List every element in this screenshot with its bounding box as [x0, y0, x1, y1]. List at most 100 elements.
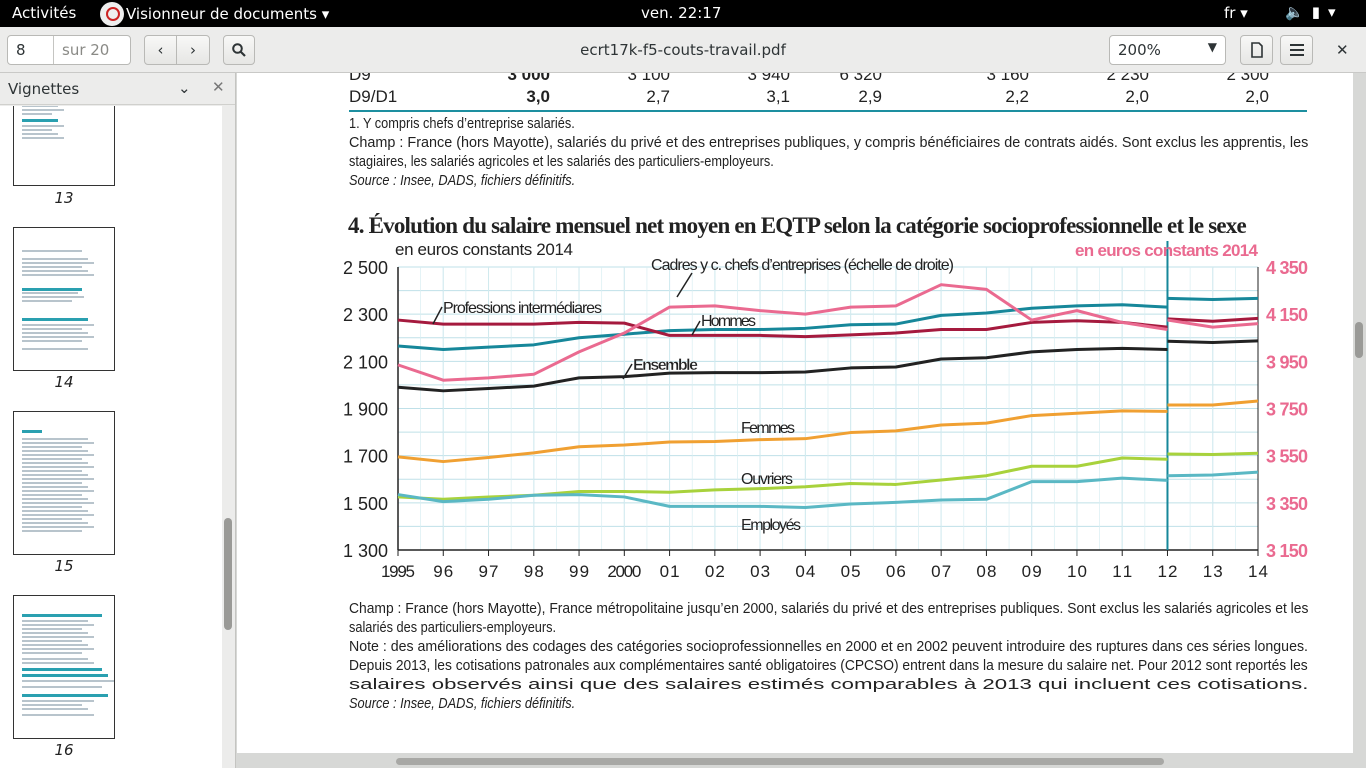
series-line-after-break	[1167, 470, 1259, 478]
label-leader-line	[676, 272, 693, 298]
table-cell: 3 000	[507, 73, 550, 84]
table-cell: 3,0	[526, 87, 550, 106]
thumbnail-text-line	[22, 482, 82, 484]
x-tick-label: 10	[1067, 562, 1087, 581]
series-line	[397, 476, 1168, 510]
table-cell: 3,1	[766, 87, 790, 106]
close-window-button[interactable]: ✕	[1336, 41, 1349, 59]
series-line-after-break	[1167, 316, 1259, 323]
hamburger-icon	[1289, 44, 1304, 56]
x-tick-label: 2000	[607, 562, 641, 581]
label-leader-line	[622, 363, 633, 380]
table-cell: 3 160	[986, 73, 1029, 84]
thumbnail-text-line	[22, 129, 52, 131]
y-tick-label-right: 4 350	[1266, 258, 1308, 278]
thumbnail-accent-line	[22, 318, 88, 321]
series-label: Employés	[741, 517, 801, 534]
thumbnail-text-line	[22, 438, 88, 440]
thumbnail-text-line	[22, 458, 82, 460]
table-cell: D9/D1	[349, 87, 398, 106]
page-selector[interactable]: 8 sur 20	[7, 35, 131, 65]
thumbnail-text-line	[22, 133, 58, 135]
table-cell: 2,9	[858, 87, 882, 106]
vertical-scrollbar[interactable]	[1355, 322, 1363, 358]
menu-button[interactable]	[1280, 35, 1313, 65]
thumbnail-text-line	[22, 109, 64, 111]
y-axis-label-right: en euros constants 2014	[1075, 241, 1259, 260]
thumbnail-text-line	[22, 336, 94, 338]
clock[interactable]: ven. 22:17	[641, 4, 722, 22]
close-icon: ✕	[1336, 41, 1349, 59]
language-selector[interactable]: fr ▾	[1224, 4, 1248, 22]
y-tick-label-left: 1 300	[343, 541, 388, 561]
thumbnail-page-15[interactable]	[13, 411, 115, 555]
note-line: Champ : France (hors Mayotte), salariés …	[349, 135, 1309, 151]
app-menu[interactable]: Visionneur de documents ▾	[100, 0, 329, 27]
horizontal-scrollbar[interactable]	[396, 758, 1164, 765]
battery-icon: ▮	[1311, 3, 1320, 21]
x-tick-label: 06	[886, 562, 906, 581]
y-tick-label-left: 2 300	[343, 305, 388, 325]
next-page-button[interactable]: ›	[176, 35, 210, 65]
thumbnail-accent-line	[22, 694, 108, 697]
thumbnail-text-line	[22, 106, 58, 107]
sidebar-title[interactable]: Vignettes	[8, 79, 80, 98]
thumbnail-text-line	[22, 450, 88, 452]
sidebar-scrollbar[interactable]	[224, 518, 232, 630]
chevron-down-icon[interactable]: ⌄	[178, 79, 191, 97]
thumbnail-page-16[interactable]	[13, 595, 115, 739]
thumbnail-text-line	[22, 628, 82, 630]
thumbnail-text-line	[22, 686, 102, 688]
note-line: Depuis 2013, les cotisations patronales …	[349, 658, 1308, 674]
document-properties-button[interactable]	[1240, 35, 1273, 65]
page-number-input[interactable]: 8	[8, 36, 54, 64]
x-tick-label: 12	[1157, 562, 1177, 581]
table-cell: 3 940	[747, 73, 790, 84]
thumbnail-label: 14	[54, 373, 74, 391]
series-label: Professions intermédiares	[443, 300, 602, 317]
thumbnail-text-line	[22, 506, 82, 508]
document-title: ecrt17k-f5-couts-travail.pdf	[580, 41, 786, 59]
thumbnail-text-line	[22, 652, 82, 654]
thumbnail-text-line	[22, 113, 52, 115]
note-line: Source : Insee, DADS, fichiers définitif…	[349, 696, 576, 712]
series-line	[397, 346, 1168, 393]
table-cell: 2,0	[1245, 87, 1269, 106]
thumbnail-label: 15	[54, 557, 74, 575]
thumbnail-text-line	[22, 522, 88, 524]
zoom-select[interactable]: 200% ▼	[1109, 35, 1226, 65]
app-menu-label: Visionneur de documents ▾	[126, 4, 330, 23]
label-leader-line	[432, 306, 443, 325]
thumbnail-text-line	[22, 708, 88, 710]
document-viewer-icon	[100, 1, 124, 26]
thumbnail-text-line	[22, 502, 94, 504]
thumbnail-text-line	[22, 466, 94, 468]
thumbnail-text-line	[22, 498, 88, 500]
thumbnail-text-line	[22, 624, 94, 626]
note-line: stagiaires, les salariés agricoles et le…	[349, 154, 774, 170]
thumbnail-text-line	[22, 324, 94, 326]
thumbnail-page-13[interactable]	[13, 106, 115, 186]
thumbnail-text-line	[22, 348, 88, 350]
pdf-page: D9 3 000 3 100 3 940 6 320 3 160 2 230 2 300 D9/…	[237, 73, 1353, 753]
activities-button[interactable]: Activités	[12, 4, 77, 22]
x-tick-label: 96	[433, 562, 453, 581]
thumbnail-text-line	[22, 125, 64, 127]
note-line: Champ : France (hors Mayotte), France mé…	[349, 601, 1309, 617]
thumbnail-text-line	[22, 328, 82, 330]
note-line: Note : des améliorations des codages des…	[349, 639, 1308, 655]
thumbnail-list: 13 14 15 16	[0, 106, 222, 768]
y-tick-label-right: 4 150	[1266, 305, 1308, 325]
search-button[interactable]	[223, 35, 255, 65]
thumbnail-text-line	[22, 704, 82, 706]
series-label: Ensemble	[633, 357, 698, 374]
viewer-toolbar: 8 sur 20 ‹ › ecrt17k-f5-couts-travail.pd…	[0, 27, 1366, 73]
series-label: Hommes	[701, 313, 756, 330]
thumbnail-text-line	[22, 250, 82, 252]
close-sidebar-icon[interactable]: ✕	[212, 78, 225, 96]
x-tick-label: 03	[750, 562, 770, 581]
system-status-area[interactable]: 🔈 ▮ ▾	[1285, 3, 1335, 21]
thumbnail-text-line	[22, 478, 94, 480]
thumbnail-page-14[interactable]	[13, 227, 115, 371]
zoom-value: 200%	[1118, 41, 1161, 59]
